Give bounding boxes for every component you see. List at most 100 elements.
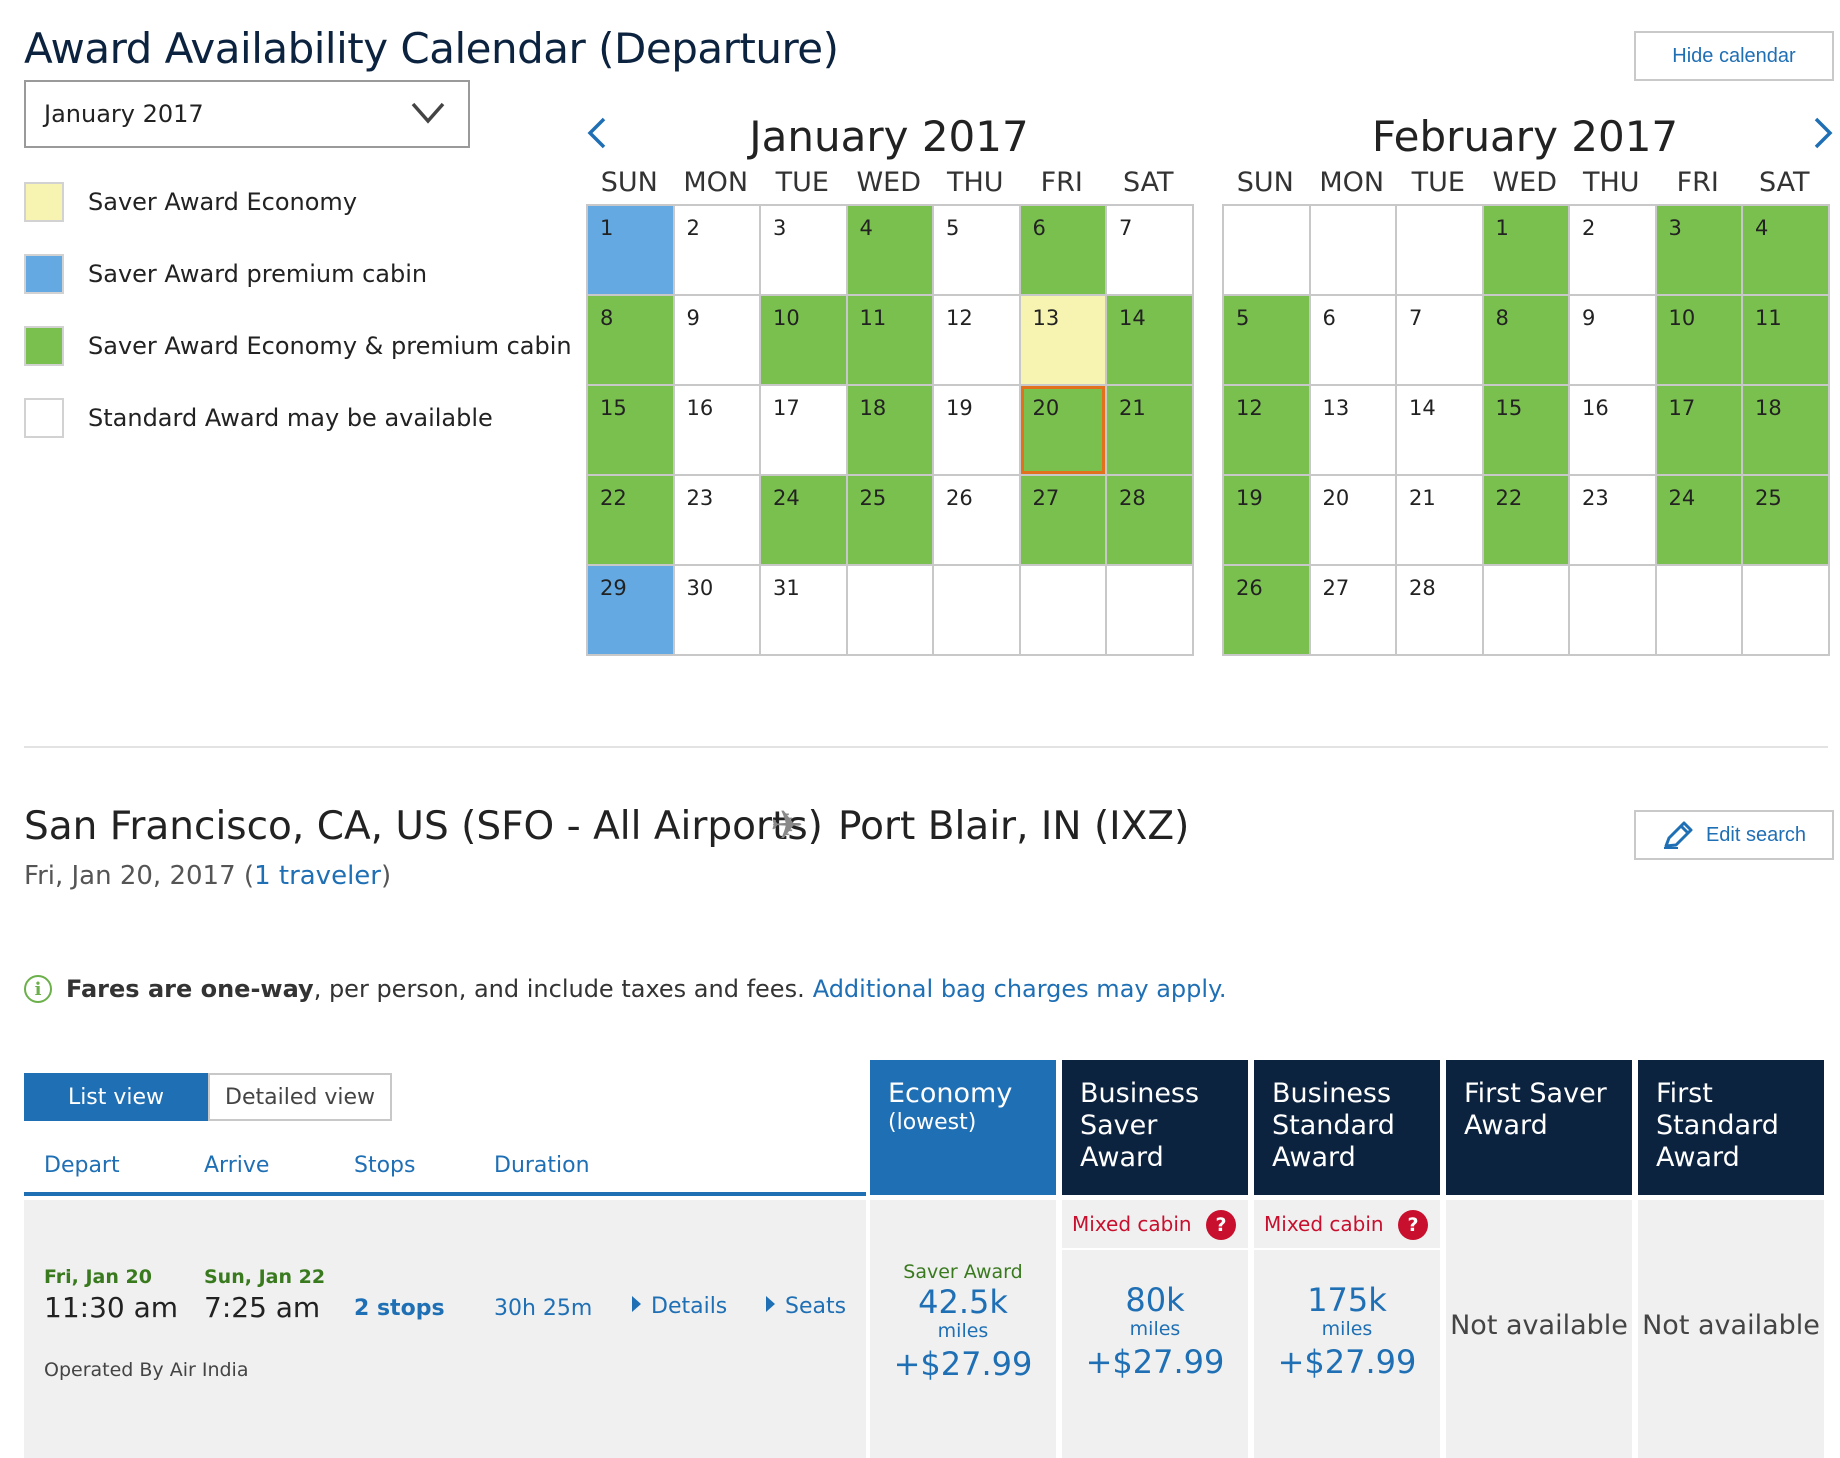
calendar-day[interactable]: 18 [847, 386, 934, 476]
fare-cell[interactable]: Mixed cabin? 80k miles +$27.99 [1062, 1200, 1248, 1458]
calendar-day[interactable]: 11 [1743, 296, 1830, 386]
calendar-day[interactable]: 28 [1397, 566, 1484, 656]
calendar-day[interactable]: 5 [934, 206, 1021, 296]
calendar-day[interactable]: 23 [1570, 476, 1657, 566]
calendar-day[interactable]: 12 [1224, 386, 1311, 476]
calendar-day[interactable]: 16 [1570, 386, 1657, 476]
fare-price-block[interactable]: 80k miles +$27.99 [1062, 1282, 1248, 1384]
weekday-label: TUE [1411, 167, 1465, 198]
calendar-day[interactable]: 29 [588, 566, 675, 656]
calendar-day[interactable]: 25 [847, 476, 934, 566]
calendar-day[interactable]: 22 [1483, 476, 1570, 566]
expand-triangle-icon [766, 1296, 775, 1312]
fare-cell[interactable]: Saver Award 42.5k miles +$27.99 [870, 1200, 1056, 1458]
fare-cell[interactable]: Mixed cabin? 175k miles +$27.99 [1254, 1200, 1440, 1458]
calendar-day[interactable]: 19 [934, 386, 1021, 476]
calendar-day[interactable]: 20 [1310, 476, 1397, 566]
calendar-day[interactable]: 4 [847, 206, 934, 296]
prev-month-button[interactable] [586, 114, 608, 160]
legend-label: Saver Award premium cabin [88, 260, 428, 288]
calendar-day[interactable]: 16 [674, 386, 761, 476]
calendar-day[interactable]: 19 [1224, 476, 1311, 566]
calendar-day[interactable]: 13 [1020, 296, 1107, 386]
page-title: Award Availability Calendar (Departure) [24, 24, 839, 73]
detailed-view-button[interactable]: Detailed view [208, 1073, 392, 1121]
calendar-day[interactable]: 30 [674, 566, 761, 656]
stops-link[interactable]: 2 stops [354, 1296, 445, 1321]
calendar-day[interactable]: 3 [761, 206, 848, 296]
calendar-day[interactable]: 25 [1743, 476, 1830, 566]
calendar-day[interactable]: 10 [761, 296, 848, 386]
calendar-day[interactable]: 18 [1743, 386, 1830, 476]
calendar-day[interactable]: 27 [1310, 566, 1397, 656]
seats-label: Seats [785, 1294, 847, 1319]
travelers-link[interactable]: 1 traveler [254, 861, 381, 891]
bag-charges-link[interactable]: Additional bag charges may apply. [812, 975, 1227, 1003]
calendar-day-selected[interactable]: 20 [1020, 386, 1107, 476]
calendar-day[interactable]: 27 [1020, 476, 1107, 566]
fare-column-header[interactable]: First Standard Award [1638, 1060, 1824, 1195]
calendar-day[interactable]: 15 [588, 386, 675, 476]
calendar-day[interactable]: 21 [1107, 386, 1194, 476]
fare-column-header[interactable]: First Saver Award [1446, 1060, 1632, 1195]
calendar-day[interactable]: 11 [847, 296, 934, 386]
calendar-day[interactable]: 13 [1310, 386, 1397, 476]
fare-column-header[interactable]: Economy (lowest) [870, 1060, 1056, 1195]
sort-arrive[interactable]: Arrive [204, 1153, 270, 1178]
calendar-day[interactable]: 7 [1107, 206, 1194, 296]
calendar-day[interactable]: 1 [1483, 206, 1570, 296]
calendar-grid: 1 2 3 4 5 6 7 8 9 10 11 12 13 14 15 16 17 18 19 20 21 22 23 24 2… [1222, 204, 1830, 656]
calendar-day[interactable]: 22 [588, 476, 675, 566]
fare-column-header[interactable]: Business Standard Award [1254, 1060, 1440, 1195]
calendar-day[interactable]: 4 [1743, 206, 1830, 296]
calendar-day[interactable]: 14 [1397, 386, 1484, 476]
calendar-day[interactable]: 6 [1310, 296, 1397, 386]
calendar-day[interactable]: 2 [1570, 206, 1657, 296]
list-view-button[interactable]: List view [24, 1073, 208, 1121]
calendar-day[interactable]: 24 [1656, 476, 1743, 566]
details-link[interactable]: Details [632, 1294, 727, 1319]
sort-stops[interactable]: Stops [354, 1153, 416, 1178]
calendar-day[interactable]: 3 [1656, 206, 1743, 296]
calendar-day[interactable]: 12 [934, 296, 1021, 386]
calendar-day[interactable]: 28 [1107, 476, 1194, 566]
hide-calendar-button[interactable]: Hide calendar [1634, 31, 1834, 81]
sort-depart[interactable]: Depart [44, 1153, 120, 1178]
month-select[interactable]: January 2017 [24, 80, 470, 148]
legend-swatch [24, 182, 64, 222]
fare-price-block[interactable]: Saver Award 42.5k miles +$27.99 [870, 1260, 1056, 1386]
calendar-day[interactable]: 31 [761, 566, 848, 656]
calendar-day[interactable]: 15 [1483, 386, 1570, 476]
pencil-icon [1663, 821, 1693, 849]
weekday-label: SUN [1236, 167, 1294, 198]
calendar-day[interactable]: 17 [761, 386, 848, 476]
calendar-day[interactable]: 6 [1020, 206, 1107, 296]
calendar-day[interactable]: 9 [1570, 296, 1657, 386]
next-month-button[interactable] [1812, 114, 1834, 160]
edit-search-button[interactable]: Edit search [1634, 810, 1834, 860]
calendar-day[interactable]: 8 [1483, 296, 1570, 386]
calendar-empty-cell [1656, 566, 1743, 656]
help-icon[interactable]: ? [1206, 1210, 1236, 1240]
calendar-day[interactable]: 2 [674, 206, 761, 296]
calendar-day[interactable]: 24 [761, 476, 848, 566]
calendar-day[interactable]: 14 [1107, 296, 1194, 386]
weekday-label: MON [683, 167, 749, 198]
calendar-day[interactable]: 5 [1224, 296, 1311, 386]
fare-price-block[interactable]: 175k miles +$27.99 [1254, 1282, 1440, 1384]
calendar-day[interactable]: 21 [1397, 476, 1484, 566]
calendar-day[interactable]: 9 [674, 296, 761, 386]
fare-column-header[interactable]: Business Saver Award [1062, 1060, 1248, 1195]
calendar-day[interactable]: 26 [934, 476, 1021, 566]
calendar-day[interactable]: 10 [1656, 296, 1743, 386]
calendar-day[interactable]: 7 [1397, 296, 1484, 386]
calendar-day[interactable]: 1 [588, 206, 675, 296]
help-icon[interactable]: ? [1398, 1210, 1428, 1240]
calendar-day[interactable]: 17 [1656, 386, 1743, 476]
calendar-day[interactable]: 8 [588, 296, 675, 386]
seats-link[interactable]: Seats [766, 1294, 846, 1319]
calendar-day[interactable]: 26 [1224, 566, 1311, 656]
info-icon: i [24, 975, 52, 1003]
sort-duration[interactable]: Duration [494, 1153, 590, 1178]
calendar-day[interactable]: 23 [674, 476, 761, 566]
